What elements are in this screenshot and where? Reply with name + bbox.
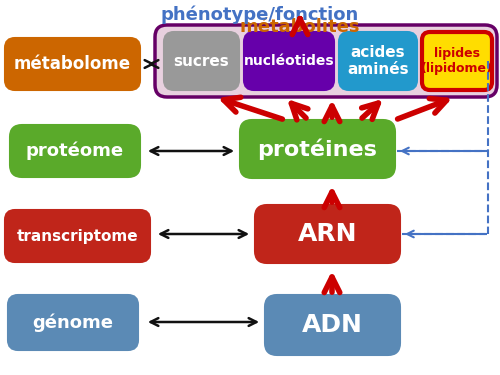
FancyBboxPatch shape <box>164 32 239 90</box>
FancyBboxPatch shape <box>422 32 492 90</box>
FancyBboxPatch shape <box>5 210 150 262</box>
Text: protéome: protéome <box>26 142 124 160</box>
FancyBboxPatch shape <box>5 38 140 90</box>
FancyBboxPatch shape <box>255 205 400 263</box>
Text: métabolites: métabolites <box>240 18 360 36</box>
FancyBboxPatch shape <box>155 25 497 97</box>
FancyBboxPatch shape <box>240 120 395 178</box>
Text: phénotype/fonction: phénotype/fonction <box>161 6 359 24</box>
Text: transcriptome: transcriptome <box>16 228 138 243</box>
Text: lipides
(lipidome): lipides (lipidome) <box>421 47 493 75</box>
FancyBboxPatch shape <box>244 32 334 90</box>
FancyBboxPatch shape <box>10 125 140 177</box>
Text: nucléotides: nucléotides <box>244 54 334 68</box>
FancyBboxPatch shape <box>339 32 417 90</box>
Text: protéines: protéines <box>258 138 378 160</box>
FancyBboxPatch shape <box>8 295 138 350</box>
Text: ARN: ARN <box>298 222 357 246</box>
Text: sucres: sucres <box>174 54 230 69</box>
FancyBboxPatch shape <box>265 295 400 355</box>
Text: génome: génome <box>32 313 114 332</box>
Text: acides
aminés: acides aminés <box>347 45 409 77</box>
Text: métabolome: métabolome <box>14 55 131 73</box>
Text: ADN: ADN <box>302 313 363 337</box>
